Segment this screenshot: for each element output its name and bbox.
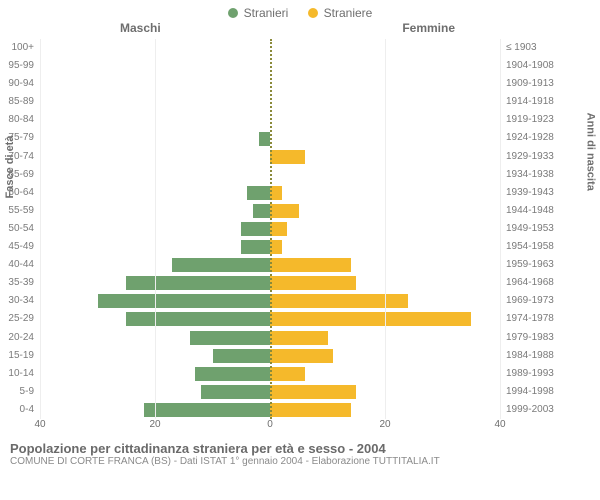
legend: Stranieri Straniere [0, 0, 600, 21]
male-bar [259, 132, 271, 146]
plot-area: 100+95-9990-9485-8980-8475-7970-7465-696… [0, 39, 600, 419]
age-label: 15-19 [0, 347, 40, 365]
age-label: 85-89 [0, 93, 40, 111]
female-bar [270, 222, 287, 236]
x-tick-label: 0 [267, 419, 273, 430]
age-label-column: 100+95-9990-9485-8980-8475-7970-7465-696… [0, 39, 40, 419]
x-tick-label: 40 [494, 419, 505, 430]
female-bar [270, 331, 328, 345]
male-bar [144, 403, 271, 417]
legend-item-female: Straniere [308, 6, 373, 20]
age-label: 5-9 [0, 383, 40, 401]
male-bar [172, 258, 270, 272]
year-label: 1969-1973 [500, 292, 562, 310]
female-bar [270, 349, 333, 363]
circle-icon [228, 8, 238, 18]
age-label: 40-44 [0, 256, 40, 274]
male-bars [40, 39, 270, 419]
female-bar [270, 385, 356, 399]
male-bar [247, 186, 270, 200]
year-label: 1959-1963 [500, 256, 562, 274]
year-label: 1984-1988 [500, 347, 562, 365]
left-column-title: Maschi [120, 21, 161, 35]
year-label: ≤ 1903 [500, 39, 562, 57]
female-bar [270, 276, 356, 290]
male-bar [126, 312, 270, 326]
year-label: 1909-1913 [500, 75, 562, 93]
legend-male-label: Stranieri [244, 6, 289, 20]
age-label: 70-74 [0, 148, 40, 166]
age-label: 45-49 [0, 238, 40, 256]
male-bar [98, 294, 271, 308]
age-label: 25-29 [0, 310, 40, 328]
male-bar [126, 276, 270, 290]
female-bar [270, 294, 408, 308]
chart-footer: Popolazione per cittadinanza straniera p… [0, 435, 600, 467]
year-label: 1904-1908 [500, 57, 562, 75]
age-label: 75-79 [0, 129, 40, 147]
male-bar [190, 331, 271, 345]
female-bar [270, 204, 299, 218]
male-bar [201, 385, 270, 399]
age-label: 90-94 [0, 75, 40, 93]
female-bar [270, 150, 305, 164]
right-column-title: Femmine [402, 21, 455, 35]
year-label: 1989-1993 [500, 365, 562, 383]
female-bars [270, 39, 500, 419]
year-label: 1954-1958 [500, 238, 562, 256]
female-bar [270, 403, 351, 417]
year-label: 1934-1938 [500, 166, 562, 184]
age-label: 50-54 [0, 220, 40, 238]
year-label: 1964-1968 [500, 274, 562, 292]
age-label: 95-99 [0, 57, 40, 75]
age-label: 60-64 [0, 184, 40, 202]
age-label: 0-4 [0, 401, 40, 419]
legend-item-male: Stranieri [228, 6, 289, 20]
male-bar [195, 367, 270, 381]
age-label: 55-59 [0, 202, 40, 220]
year-label: 1924-1928 [500, 129, 562, 147]
year-label: 1979-1983 [500, 329, 562, 347]
legend-female-label: Straniere [324, 6, 373, 20]
year-label-column: ≤ 19031904-19081909-19131914-19181919-19… [500, 39, 562, 419]
male-bar [253, 204, 270, 218]
chart-subtitle: COMUNE DI CORTE FRANCA (BS) - Dati ISTAT… [10, 456, 590, 467]
x-ticks: 4020002040 [40, 419, 500, 435]
year-label: 1994-1998 [500, 383, 562, 401]
x-tick-label: 20 [379, 419, 390, 430]
zero-axis-line [270, 39, 272, 419]
age-label: 30-34 [0, 292, 40, 310]
male-bar [241, 222, 270, 236]
year-label: 1929-1933 [500, 148, 562, 166]
age-label: 10-14 [0, 365, 40, 383]
male-bar [213, 349, 271, 363]
year-label: 1974-1978 [500, 310, 562, 328]
age-label: 100+ [0, 39, 40, 57]
x-tick-label: 20 [149, 419, 160, 430]
year-label: 1919-1923 [500, 111, 562, 129]
year-label: 1949-1953 [500, 220, 562, 238]
x-tick-label: 40 [34, 419, 45, 430]
male-bar [241, 240, 270, 254]
age-label: 65-69 [0, 166, 40, 184]
female-bar [270, 312, 471, 326]
chart-title: Popolazione per cittadinanza straniera p… [10, 441, 590, 456]
year-label: 1914-1918 [500, 93, 562, 111]
female-bar [270, 367, 305, 381]
population-pyramid-chart: Stranieri Straniere Maschi Femmine Fasce… [0, 0, 600, 500]
age-label: 80-84 [0, 111, 40, 129]
column-titles: Maschi Femmine [0, 21, 600, 39]
circle-icon [308, 8, 318, 18]
year-label: 1944-1948 [500, 202, 562, 220]
x-axis: 4020002040 [0, 419, 600, 435]
year-label: 1999-2003 [500, 401, 562, 419]
age-label: 20-24 [0, 329, 40, 347]
female-bar [270, 258, 351, 272]
age-label: 35-39 [0, 274, 40, 292]
year-label: 1939-1943 [500, 184, 562, 202]
